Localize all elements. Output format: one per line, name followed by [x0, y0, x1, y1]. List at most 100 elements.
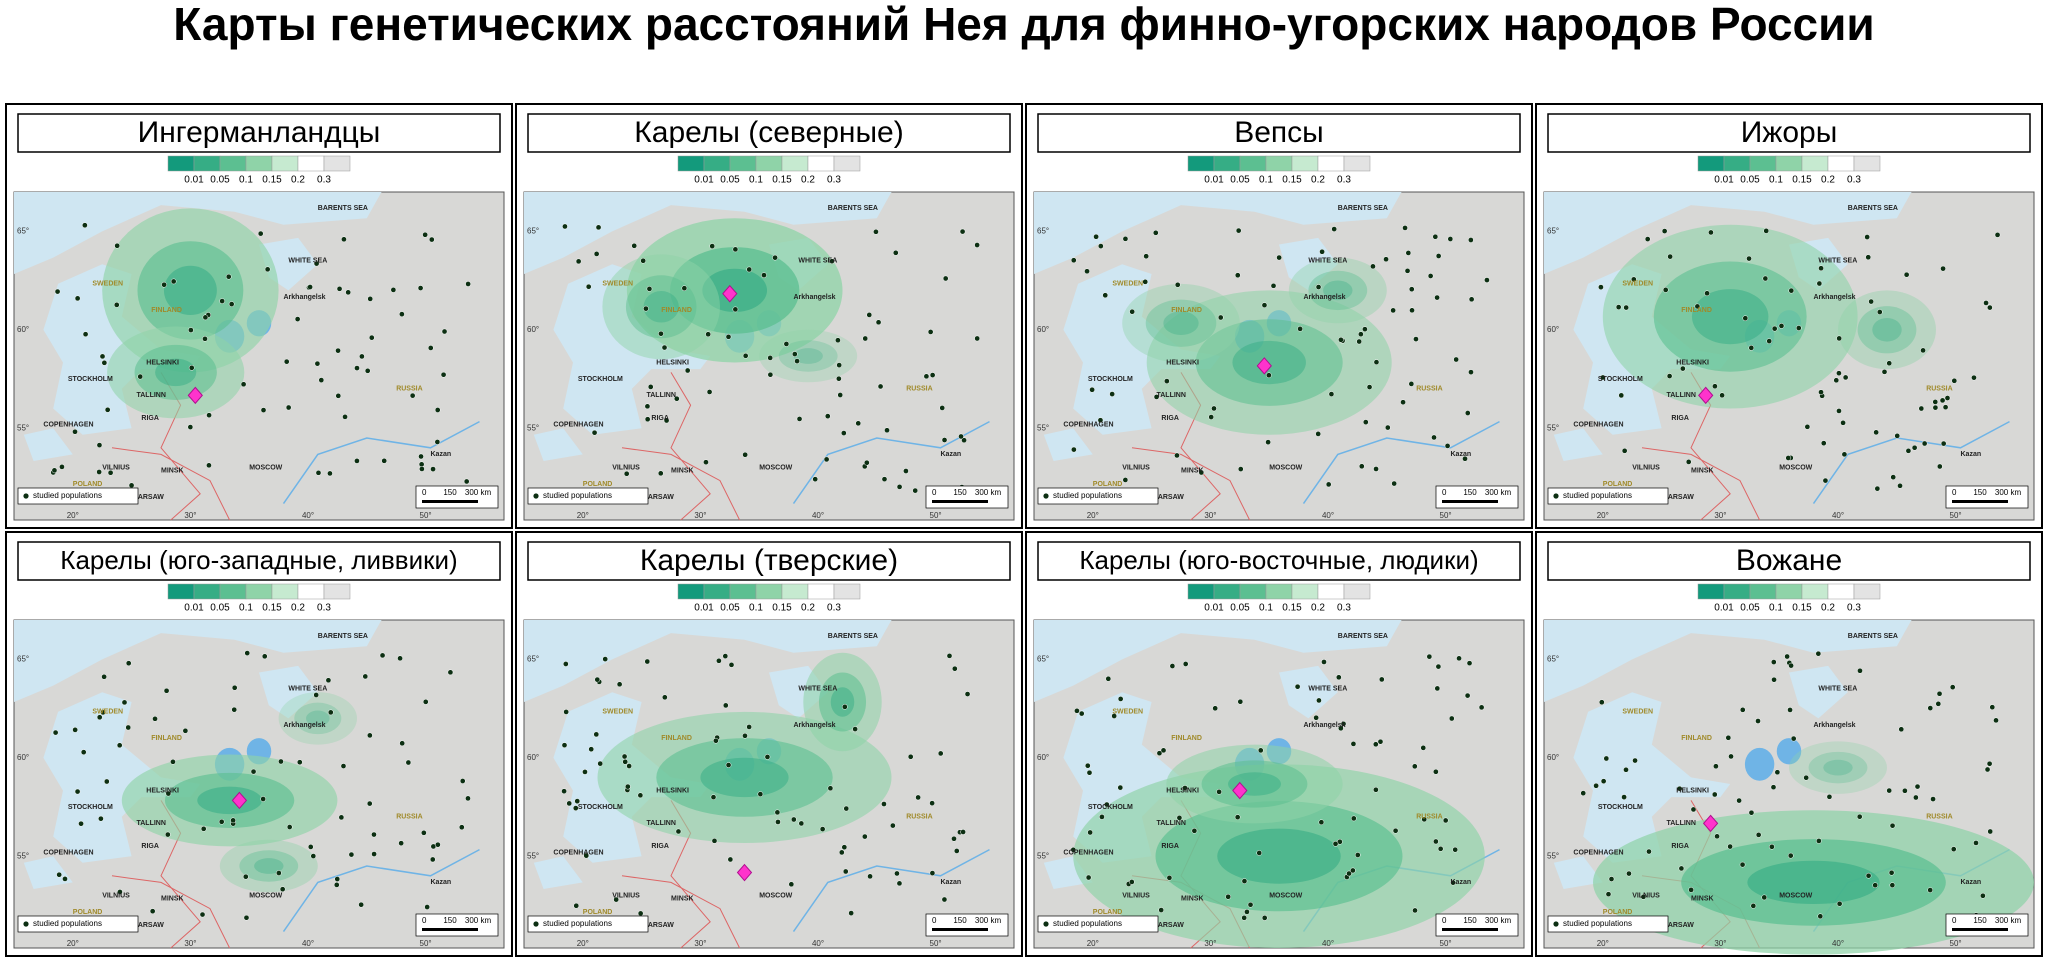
population-dot — [873, 228, 879, 235]
population-dot — [1294, 683, 1301, 690]
population-dot — [1462, 455, 1468, 462]
legend-swatch — [1775, 583, 1803, 600]
map-label: Kazan — [941, 879, 962, 886]
population-dot — [927, 329, 934, 335]
longitude-label: 50° — [420, 939, 432, 948]
map-label: Kazan — [941, 451, 962, 458]
population-dot — [1833, 377, 1840, 384]
population-dot — [447, 669, 454, 676]
population-dot — [231, 684, 238, 691]
map-panel: Ингерманландцы 0.01 0.05 0.1 0.15 0.2 0.3 BAREN… — [5, 103, 513, 529]
population-dot — [125, 660, 132, 667]
population-dot — [80, 749, 87, 756]
sea — [1279, 665, 1338, 719]
longitude-label: 20° — [1087, 939, 1099, 948]
population-dot — [563, 709, 570, 715]
population-dot — [230, 817, 236, 824]
population-dot — [1313, 714, 1319, 721]
population-dot — [390, 287, 397, 293]
population-dot — [182, 727, 189, 734]
population-dot — [137, 373, 144, 380]
population-dot — [774, 809, 781, 816]
map-label: VILNIUS — [1632, 892, 1660, 899]
population-dot — [59, 464, 65, 470]
map-label: VILNIUS — [1122, 892, 1150, 899]
population-dot — [200, 825, 207, 832]
map-label: RUSSIA — [906, 814, 932, 821]
population-dot — [1769, 843, 1775, 850]
map-label: FINLAND — [1681, 307, 1712, 314]
population-dot — [1840, 419, 1846, 426]
population-dot — [276, 870, 282, 876]
population-dot — [358, 901, 365, 908]
population-dot — [101, 673, 107, 680]
longitude-label: 20° — [577, 939, 589, 948]
population-dot — [1936, 463, 1943, 470]
map-label: COPENHAGEN — [1573, 850, 1623, 857]
inset-legend-dot — [1553, 493, 1559, 499]
population-dot — [915, 794, 921, 801]
population-dot — [1142, 278, 1149, 285]
map-label: FINLAND — [151, 735, 182, 742]
population-dot — [658, 330, 664, 337]
inset-legend-box — [1037, 487, 1159, 505]
population-dot — [622, 758, 629, 765]
population-dot — [1690, 806, 1697, 813]
sea — [14, 620, 382, 702]
population-dot — [1873, 429, 1879, 436]
population-dot — [1358, 463, 1365, 470]
map-label: WHITE SEA — [798, 258, 837, 265]
longitude-label: 50° — [1950, 511, 1962, 520]
population-dot — [775, 819, 781, 825]
map-label: WARSAW — [642, 922, 675, 929]
population-dot — [1444, 443, 1451, 449]
population-dot — [725, 762, 732, 768]
map-label: WHITE SEA — [1818, 258, 1857, 265]
legend-swatch — [245, 583, 273, 600]
population-dot — [1770, 784, 1777, 791]
population-dot — [1950, 846, 1957, 853]
population-dot — [1122, 477, 1129, 483]
map-label: FINLAND — [151, 307, 182, 314]
population-dot — [939, 405, 946, 411]
population-dot — [1874, 485, 1881, 492]
population-dot — [1153, 394, 1160, 400]
legend-swatch — [1213, 155, 1241, 172]
legend-label: 0.15 — [1792, 175, 1812, 186]
population-dot — [307, 284, 313, 290]
population-dot — [1771, 676, 1777, 683]
legend-label: 0.05 — [720, 603, 740, 614]
population-dot — [117, 889, 123, 895]
population-dot — [1857, 667, 1863, 674]
map-label: COPENHAGEN — [43, 850, 93, 857]
population-dot — [1431, 434, 1437, 441]
map-label: WARSAW — [132, 922, 165, 929]
population-dot — [1608, 876, 1615, 882]
population-dot — [1370, 263, 1376, 270]
population-dot — [824, 413, 831, 420]
population-dot — [1993, 717, 1999, 724]
legend-label: 0.2 — [801, 175, 815, 186]
population-dot — [1755, 718, 1761, 724]
distance-zone — [1122, 283, 1240, 363]
legend-label: 0.2 — [1821, 175, 1835, 186]
legend-swatch — [807, 155, 835, 172]
population-dot — [923, 373, 930, 380]
legend-swatch — [1187, 583, 1215, 600]
population-dot — [767, 355, 774, 361]
population-dot — [1350, 867, 1356, 874]
distance-zone — [306, 710, 330, 727]
population-dot — [1676, 785, 1683, 792]
legend-label: 0.15 — [262, 603, 282, 614]
population-dot — [841, 844, 848, 851]
population-dot — [1905, 447, 1912, 454]
map-label: SWEDEN — [602, 709, 633, 716]
population-dot — [218, 818, 225, 825]
map-label: COPENHAGEN — [43, 422, 93, 429]
legend-label: 0.05 — [1230, 603, 1250, 614]
population-dot — [1987, 828, 1994, 835]
legend-label: 0.05 — [210, 175, 230, 186]
sea — [1034, 192, 1402, 274]
population-dot — [929, 870, 936, 876]
population-dot — [1714, 833, 1720, 840]
